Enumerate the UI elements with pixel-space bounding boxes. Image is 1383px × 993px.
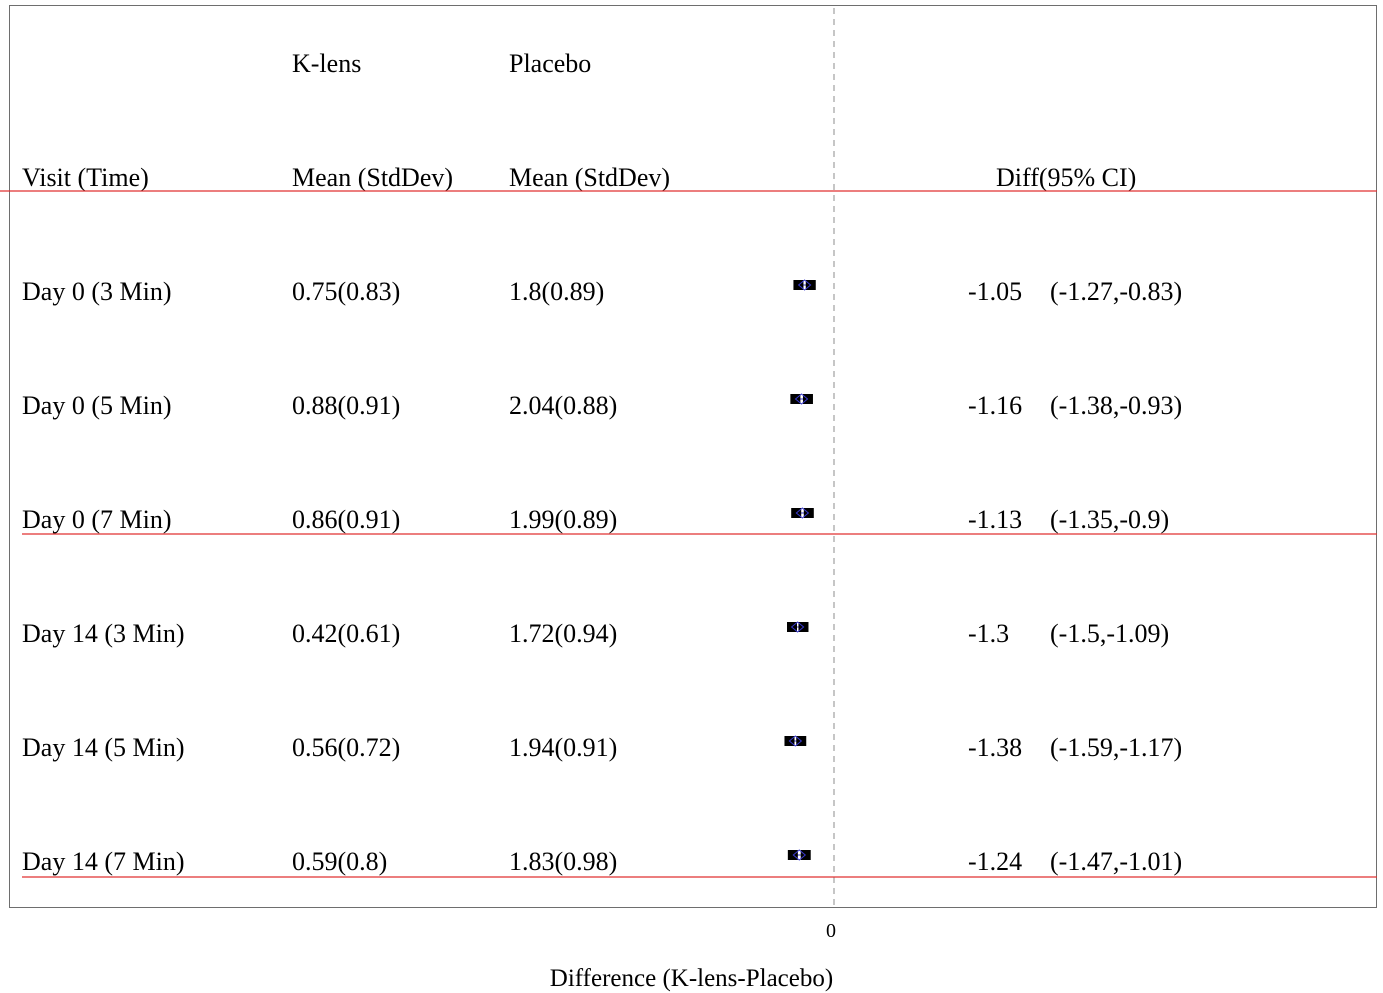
group2-header: Placebo bbox=[509, 49, 592, 78]
row-visit: Day 0 (7 Min) bbox=[22, 505, 172, 534]
row-ci: (-1.35,-0.9) bbox=[1050, 505, 1170, 534]
row-visit: Day 14 (7 Min) bbox=[22, 847, 185, 876]
row-ci: (-1.27,-0.83) bbox=[1050, 277, 1183, 306]
row-diff: -1.16 bbox=[968, 391, 1023, 420]
row-placebo: 1.72(0.94) bbox=[509, 619, 618, 648]
row-diff: -1.05 bbox=[968, 277, 1023, 306]
row-placebo: 1.83(0.98) bbox=[509, 847, 618, 876]
estimate-diamond bbox=[794, 393, 809, 405]
row-klens: 0.59(0.8) bbox=[292, 847, 388, 876]
estimate-diamond bbox=[792, 849, 807, 861]
estimate-diamond bbox=[795, 507, 810, 519]
row-ci: (-1.5,-1.09) bbox=[1050, 619, 1170, 648]
row-placebo: 1.8(0.89) bbox=[509, 277, 605, 306]
row-visit: Day 14 (5 Min) bbox=[22, 733, 185, 762]
group1-header: K-lens bbox=[292, 49, 362, 78]
row-diff: -1.24 bbox=[968, 847, 1023, 876]
mean2-header: Mean (StdDev) bbox=[509, 163, 671, 192]
row-klens: 0.42(0.61) bbox=[292, 619, 401, 648]
row-diff: -1.13 bbox=[968, 505, 1023, 534]
row-visit: Day 0 (5 Min) bbox=[22, 391, 172, 420]
x-axis-label: Difference (K-lens-Placebo) bbox=[549, 965, 834, 992]
row-placebo: 1.99(0.89) bbox=[509, 505, 618, 534]
estimate-diamond bbox=[790, 621, 805, 633]
mean1-header: Mean (StdDev) bbox=[292, 163, 454, 192]
row-visit: Day 14 (3 Min) bbox=[22, 619, 185, 648]
plot-frame bbox=[9, 5, 1377, 908]
row-placebo: 2.04(0.88) bbox=[509, 391, 618, 420]
visit-header: Visit (Time) bbox=[22, 163, 149, 192]
row-diff: -1.3 bbox=[968, 619, 1010, 648]
row-placebo: 1.94(0.91) bbox=[509, 733, 618, 762]
x-tick-zero: 0 bbox=[826, 920, 836, 942]
row-ci: (-1.59,-1.17) bbox=[1050, 733, 1183, 762]
row-klens: 0.56(0.72) bbox=[292, 733, 401, 762]
row-klens: 0.86(0.91) bbox=[292, 505, 401, 534]
row-klens: 0.88(0.91) bbox=[292, 391, 401, 420]
row-ci: (-1.47,-1.01) bbox=[1050, 847, 1183, 876]
row-ci: (-1.38,-0.93) bbox=[1050, 391, 1183, 420]
row-diff: -1.38 bbox=[968, 733, 1023, 762]
row-visit: Day 0 (3 Min) bbox=[22, 277, 172, 306]
estimate-diamond bbox=[797, 279, 812, 291]
diff-header: Diff(95% CI) bbox=[996, 163, 1137, 192]
row-klens: 0.75(0.83) bbox=[292, 277, 401, 306]
estimate-diamond bbox=[788, 735, 803, 747]
